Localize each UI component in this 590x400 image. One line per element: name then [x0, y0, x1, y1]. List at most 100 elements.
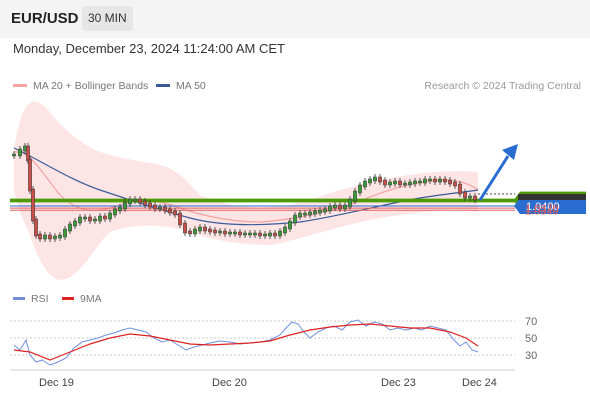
top-bar: EUR/USD 30 MIN	[0, 0, 590, 38]
candle-body	[193, 228, 197, 235]
candle-body	[313, 210, 317, 215]
candle-body	[463, 191, 467, 199]
candle-body	[243, 232, 247, 236]
chart-datetime: Monday, December 23, 2024 11:24:00 AM CE…	[13, 41, 285, 56]
candle-body	[218, 230, 222, 234]
level-label-2: 1.0400	[526, 201, 560, 213]
candle-body	[288, 220, 292, 230]
candle-body	[203, 226, 207, 232]
rsi-tick-label: 30	[525, 350, 537, 362]
candle-body	[448, 179, 452, 185]
candle-body	[418, 180, 422, 184]
candle-body	[273, 232, 277, 237]
x-tick-dec20: Dec 20	[212, 377, 247, 389]
research-credit: Research © 2024 Trading Central	[424, 80, 581, 92]
candle-body	[223, 230, 227, 235]
candle-body	[133, 198, 137, 202]
forecast-arrow	[478, 155, 510, 201]
candle-body	[178, 212, 182, 226]
price-tag-shadow	[518, 194, 586, 200]
candle-body	[238, 231, 242, 236]
candle-body	[78, 216, 82, 224]
candle-body	[138, 198, 142, 204]
candle-body	[98, 215, 102, 222]
level-tag-2	[514, 198, 586, 214]
candle-body	[173, 210, 177, 216]
candle-body	[198, 226, 202, 232]
legend-rsi-9ma: 9MA	[62, 293, 102, 305]
candle-body	[253, 232, 257, 236]
rsi-tick-label: 70	[525, 316, 537, 328]
candle-body	[363, 180, 367, 188]
candle-body	[153, 204, 157, 210]
candle-body	[338, 204, 342, 210]
legend-rsi: RSI	[13, 293, 49, 305]
candle-body	[58, 234, 62, 239]
candle-body	[63, 228, 67, 238]
candle-body	[278, 230, 282, 237]
candle-body	[263, 233, 267, 237]
candle-body	[468, 195, 472, 199]
candle-body	[12, 153, 16, 157]
candle-body	[38, 233, 42, 240]
rsi-ma-line	[13, 323, 479, 361]
candle-body	[358, 184, 362, 194]
candle-body	[113, 208, 117, 216]
candle-body	[328, 205, 332, 212]
candle-body	[298, 212, 302, 218]
rsi-tick-label: 50	[525, 333, 537, 345]
candle-body	[23, 145, 27, 152]
candle-body	[403, 182, 407, 186]
candle-body	[423, 178, 427, 184]
candle-body	[323, 208, 327, 213]
candle-body	[148, 202, 152, 208]
candle-body	[373, 176, 377, 182]
candle-body	[293, 214, 297, 224]
candle-body	[213, 229, 217, 234]
candle-body	[388, 181, 392, 186]
candle-body	[383, 179, 387, 186]
candle-body	[398, 180, 402, 186]
candle-body	[268, 232, 272, 237]
candle-body	[248, 232, 252, 236]
candle-body	[26, 145, 30, 162]
candle-body	[73, 220, 77, 227]
bollinger-band	[14, 101, 478, 280]
candle-body	[18, 148, 22, 157]
candle-body	[438, 178, 442, 183]
forecast-arrowhead	[502, 144, 518, 160]
level-label-4: 1.0340	[525, 205, 559, 217]
candle-body	[93, 218, 97, 222]
candle-body	[353, 190, 357, 202]
candle-body	[188, 230, 192, 235]
candle-body	[308, 211, 312, 216]
candle-body	[443, 178, 447, 183]
candle-body	[378, 176, 382, 183]
candle-body	[163, 206, 167, 212]
candle-body	[368, 178, 372, 184]
candle-body	[183, 222, 187, 234]
candle-body	[393, 180, 397, 185]
candle-body	[28, 158, 32, 192]
candle-body	[343, 204, 347, 210]
candle-body	[53, 235, 57, 240]
candle-body	[68, 223, 72, 232]
candle-body	[318, 209, 322, 214]
ma50-line	[13, 147, 479, 226]
candle-body	[348, 198, 352, 208]
candle-body	[34, 218, 38, 237]
candle-body	[458, 183, 462, 195]
candle-body	[228, 231, 232, 235]
candle-body	[408, 181, 412, 186]
candle-body	[158, 206, 162, 210]
symbol-title: EUR/USD	[11, 10, 79, 27]
candle-body	[128, 198, 132, 205]
candle-body	[208, 228, 212, 233]
candle-body	[333, 204, 337, 209]
candle-body	[143, 200, 147, 206]
candle-body	[303, 212, 307, 216]
candle-body	[433, 178, 437, 183]
interval-button[interactable]: 30 MIN	[82, 6, 133, 31]
candle-body	[123, 201, 127, 210]
